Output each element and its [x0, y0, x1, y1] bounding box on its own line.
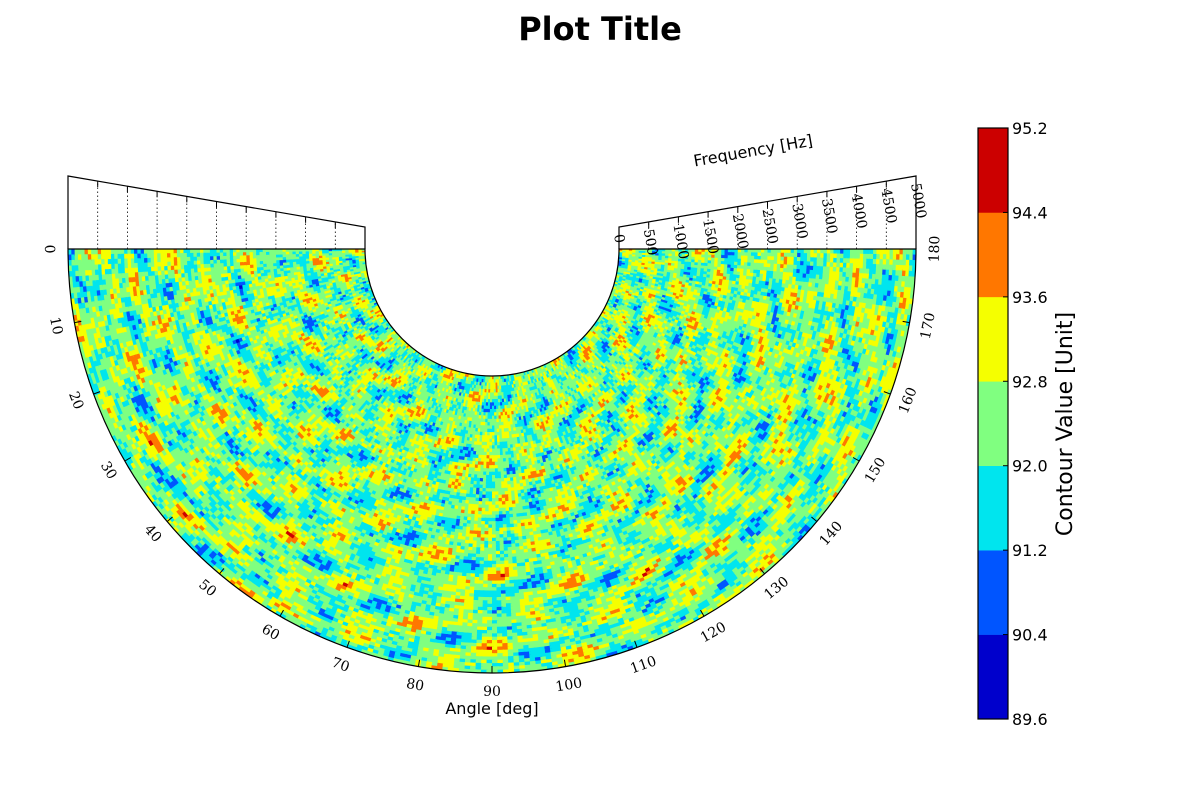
contour-field — [68, 247, 917, 673]
